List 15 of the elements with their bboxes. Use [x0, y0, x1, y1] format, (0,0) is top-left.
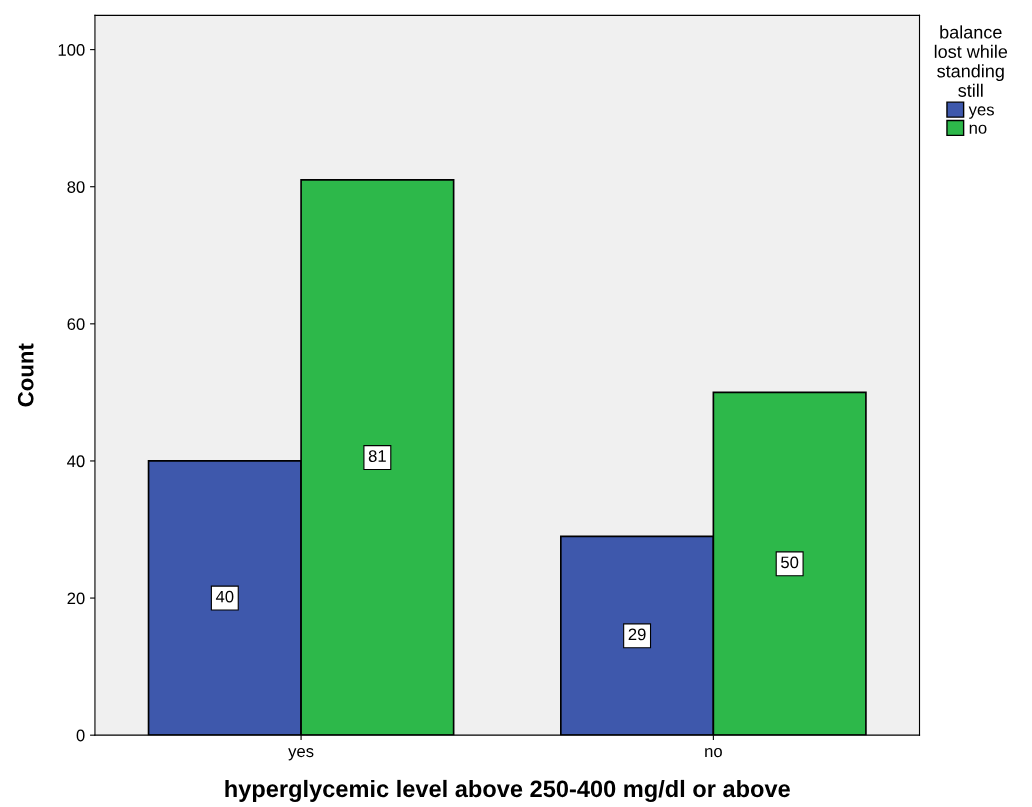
y-tick-label: 0 — [76, 729, 85, 742]
y-tick-label: 100 — [58, 44, 85, 56]
y-tick-label: 20 — [67, 592, 85, 605]
legend-label: yes — [968, 106, 994, 119]
y-axis-title: Count — [17, 343, 34, 407]
data-label: 50 — [781, 556, 799, 569]
legend-label: no — [969, 124, 987, 134]
y-tick-label: 40 — [67, 455, 85, 468]
x-axis-title: hyperglycemic level above 250-400 mg/dl or above — [225, 779, 790, 802]
data-label: 29 — [628, 628, 646, 641]
legend-title: balance lost while standing still — [934, 25, 1008, 97]
data-label: 81 — [368, 450, 386, 462]
y-tick-label: 60 — [67, 318, 85, 331]
data-label: 40 — [215, 590, 234, 603]
y-tick-label: 80 — [67, 181, 85, 193]
